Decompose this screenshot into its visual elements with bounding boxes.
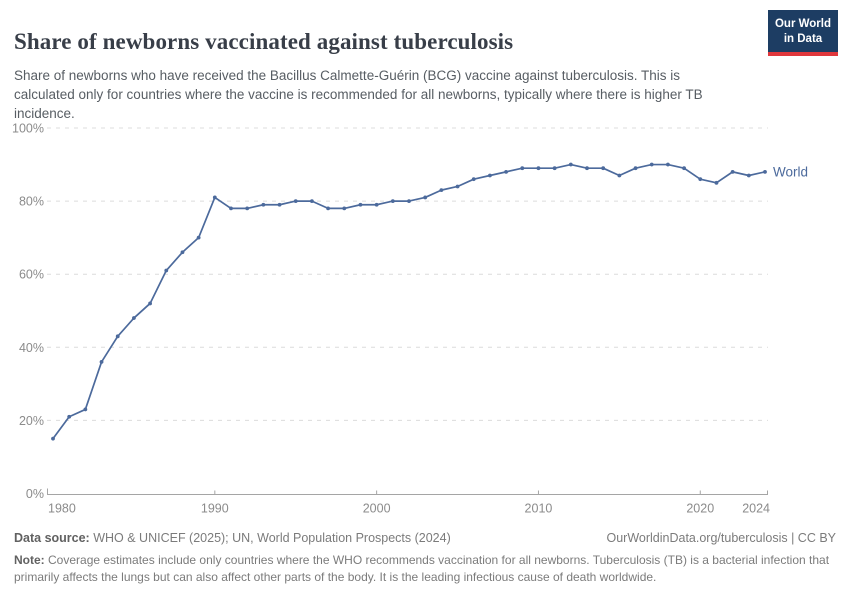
y-axis-tick-label: 80% [19, 195, 44, 209]
data-point [763, 169, 767, 174]
data-point [148, 301, 152, 306]
data-point [730, 169, 735, 174]
data-point [455, 184, 460, 189]
page-title: Share of newborns vaccinated against tub… [14, 29, 514, 55]
chart-subtitle: Share of newborns who have received the … [14, 67, 703, 121]
owid-citation-link[interactable]: OurWorldinData.org/tuberculosis | CC BY [606, 531, 837, 545]
data-point [617, 173, 622, 178]
data-point [229, 206, 233, 211]
data-point [407, 199, 411, 203]
data-source-text: Data source: WHO & UNICEF (2025); UN, Wo… [14, 531, 451, 545]
data-point [536, 166, 541, 171]
y-axis-tick-label: 20% [19, 414, 44, 428]
y-axis-tick-label: 60% [19, 268, 44, 282]
y-axis-tick-label: 40% [19, 341, 44, 355]
data-point [698, 177, 703, 182]
data-point [180, 250, 185, 255]
data-point [633, 166, 638, 171]
data-point [196, 235, 201, 240]
data-point [326, 206, 330, 211]
data-point [374, 202, 379, 207]
data-point [132, 316, 136, 320]
data-point [51, 436, 55, 441]
data-point [649, 162, 654, 167]
data-point [471, 177, 476, 182]
data-point [164, 268, 169, 273]
series-end-label[interactable]: World [773, 164, 808, 179]
x-axis-tick-label: 2010 [525, 502, 553, 516]
owid-logo-line2: in Data [783, 32, 823, 45]
data-point [601, 166, 606, 171]
data-source-label: Data source: [14, 531, 90, 545]
data-point [585, 166, 589, 171]
line-chart[interactable]: 0% 20% 40% 60% 80% 100% 1980 1990 2000 2010 2020 20… [0, 118, 850, 520]
data-point [115, 334, 120, 339]
data-point [520, 166, 525, 171]
data-point [245, 206, 250, 211]
data-point [212, 195, 217, 200]
data-point [310, 199, 314, 203]
data-point [568, 162, 573, 167]
data-point [293, 199, 298, 203]
data-point [67, 414, 72, 419]
data-point [488, 173, 492, 178]
data-point [666, 162, 670, 167]
data-point [423, 195, 428, 200]
series-world[interactable] [51, 162, 767, 441]
x-axis-tick-label: 2000 [363, 502, 391, 516]
x-axis-tick-label: 2020 [686, 502, 714, 516]
chart-note: Note: Coverage estimates include only co… [14, 553, 830, 585]
data-point [504, 169, 508, 174]
x-axis-tick-label: 2024 [742, 502, 770, 516]
data-point [99, 360, 104, 364]
data-point [439, 188, 444, 193]
series-line [52, 163, 766, 440]
data-point [682, 166, 686, 171]
data-point [342, 206, 347, 211]
owid-logo[interactable]: Our World in Data [768, 10, 838, 56]
data-point [390, 199, 395, 203]
owid-logo-line1: Our World [774, 18, 831, 30]
x-axis-tick-label: 1990 [201, 502, 229, 516]
y-axis-tick-label: 100% [12, 122, 44, 136]
data-point [261, 202, 266, 207]
data-point [277, 202, 282, 207]
data-point [83, 407, 88, 412]
line-chart-svg: 0% 20% 40% 60% 80% 100% 1980 1990 2000 2010 2020 20… [12, 122, 808, 516]
y-axis-tick-label: 0% [26, 487, 44, 501]
data-point [746, 173, 751, 178]
data-point [358, 202, 363, 207]
note-label: Note: [14, 553, 45, 567]
data-point [552, 166, 557, 171]
data-point [714, 180, 719, 185]
chart-footer: Data source: WHO & UNICEF (2025); UN, Wo… [14, 531, 836, 586]
x-axis-tick-label: 1980 [48, 502, 76, 516]
